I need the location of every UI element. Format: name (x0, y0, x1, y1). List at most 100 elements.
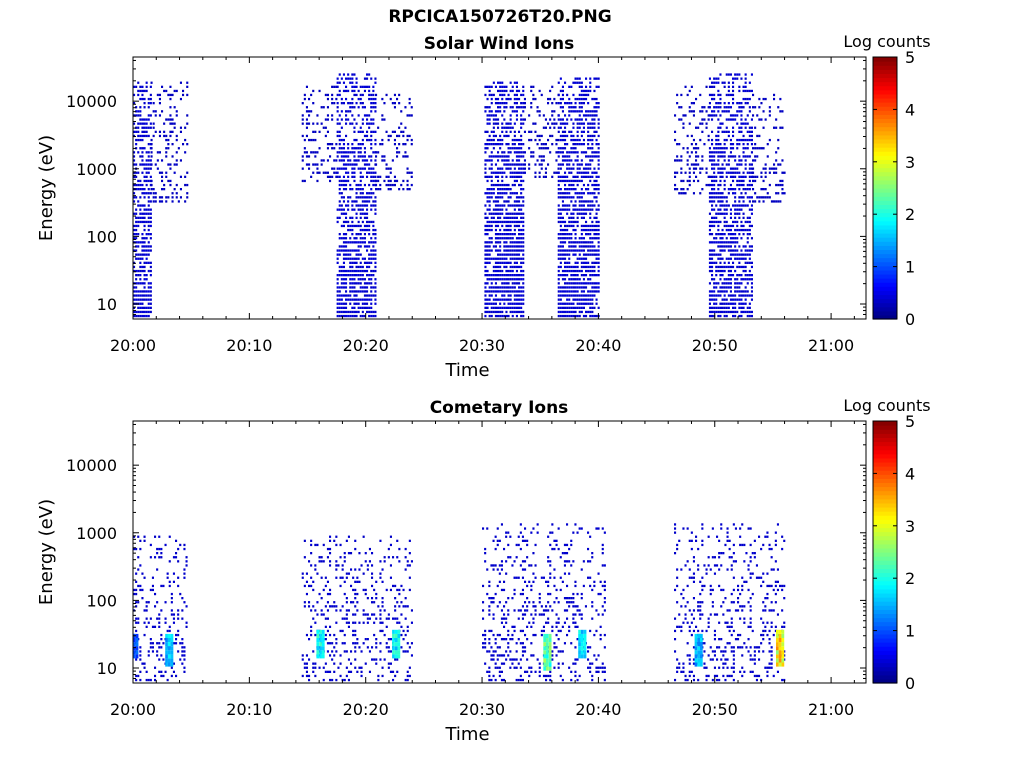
data-cell (557, 179, 560, 183)
data-cell (372, 102, 375, 105)
data-cell (736, 102, 739, 105)
data-cell (750, 290, 753, 293)
data-cell (711, 274, 714, 277)
colorbar-segment (873, 269, 897, 275)
colorbar-segment (873, 314, 897, 320)
data-cell (511, 314, 514, 318)
data-cell (499, 167, 502, 170)
data-cell (318, 147, 321, 150)
data-cell (484, 298, 487, 301)
data-cell (362, 588, 365, 592)
data-cell (316, 151, 319, 154)
data-cell (497, 106, 500, 109)
data-cell (721, 302, 724, 305)
data-cell (564, 257, 567, 260)
data-cell (492, 114, 495, 117)
data-cell (587, 298, 590, 301)
data-cell (727, 163, 730, 166)
data-cell (729, 265, 732, 269)
data-cell (509, 220, 512, 224)
data-cell (708, 269, 711, 273)
data-cell (353, 294, 356, 297)
data-cell (391, 183, 394, 187)
data-cell (486, 298, 489, 301)
data-cell (488, 134, 491, 138)
data-cell (511, 306, 514, 309)
data-cell (570, 237, 573, 240)
data-cell (522, 188, 525, 191)
data-cell (568, 220, 571, 224)
data-cell (732, 220, 735, 224)
data-cell (578, 294, 581, 297)
data-cell (729, 278, 732, 281)
data-cell (591, 171, 594, 174)
data-cell (692, 163, 695, 166)
data-cell (366, 134, 369, 138)
data-cell (149, 282, 152, 285)
data-cell (513, 298, 516, 301)
data-cell (175, 89, 178, 93)
data-cell (557, 269, 560, 273)
data-cell (736, 147, 739, 150)
data-cell (727, 89, 730, 93)
data-cell (574, 179, 577, 183)
data-cell (143, 666, 146, 669)
data-cell (593, 216, 596, 219)
data-cell (715, 265, 718, 269)
data-cell (381, 138, 384, 142)
data-cell (748, 228, 751, 232)
data-cell (168, 625, 171, 628)
data-cell (715, 310, 718, 314)
data-cell (494, 200, 497, 203)
data-cell (158, 625, 161, 628)
data-cell (520, 269, 523, 273)
data-cell (147, 114, 150, 117)
data-cell (361, 314, 364, 318)
data-cell (143, 179, 146, 183)
data-cell (756, 155, 759, 158)
data-cell (719, 147, 722, 150)
data-cell (137, 274, 140, 277)
data-cell (711, 314, 714, 318)
data-cell (396, 601, 399, 604)
data-cell (727, 241, 730, 244)
data-cell (345, 298, 348, 301)
colorbar-segment (873, 245, 897, 250)
data-cell (183, 572, 186, 575)
data-cell (488, 110, 491, 113)
data-cell (336, 175, 339, 178)
data-cell (766, 192, 769, 195)
data-cell (585, 110, 588, 113)
data-cell (314, 543, 317, 547)
data-cell (578, 122, 581, 125)
data-cell (186, 196, 189, 199)
data-cell (494, 208, 497, 211)
data-cell (713, 114, 716, 117)
data-cell (497, 200, 500, 203)
data-cell (301, 654, 304, 657)
data-cell (351, 269, 354, 273)
data-cell (340, 278, 343, 281)
data-cell (511, 269, 514, 273)
data-cell (717, 110, 720, 113)
data-cell (746, 282, 749, 285)
data-cell (139, 678, 142, 682)
data-cell (566, 253, 569, 256)
data-cell (320, 556, 323, 559)
data-cell (137, 257, 140, 260)
data-cell (595, 138, 598, 142)
data-cell (570, 212, 573, 215)
data-cell (310, 539, 313, 542)
data-cell (715, 81, 718, 84)
data-cell (353, 261, 356, 264)
data-cell (515, 310, 518, 314)
data-cell (593, 224, 596, 228)
data-cell (141, 118, 144, 121)
data-cell (582, 282, 585, 285)
data-cell (734, 306, 737, 309)
data-cell (528, 130, 531, 133)
data-cell (318, 592, 321, 596)
data-cell (141, 269, 144, 273)
data-cell (528, 163, 531, 166)
data-cell (515, 89, 518, 93)
